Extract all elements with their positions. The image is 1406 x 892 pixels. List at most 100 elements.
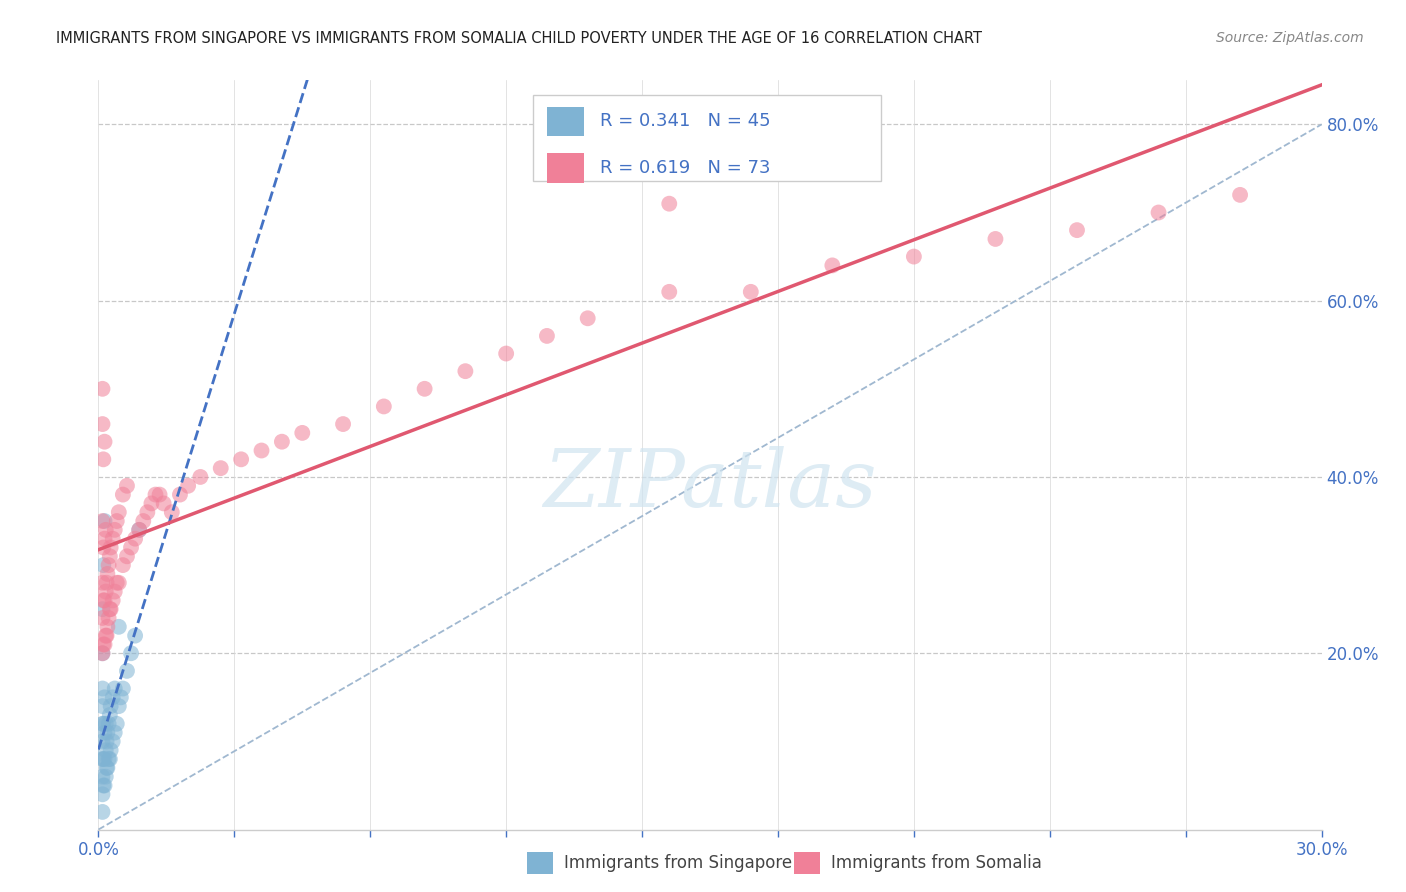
Point bbox=[110, 690, 132, 705]
Point bbox=[104, 725, 127, 739]
Point bbox=[91, 602, 114, 616]
Point bbox=[91, 752, 114, 766]
Text: R = 0.619   N = 73: R = 0.619 N = 73 bbox=[600, 159, 770, 177]
Point bbox=[124, 629, 146, 643]
Point bbox=[454, 364, 477, 378]
Point bbox=[177, 479, 200, 493]
Point bbox=[111, 681, 134, 696]
Point bbox=[91, 417, 114, 431]
Point bbox=[91, 646, 114, 660]
Point bbox=[160, 505, 183, 519]
Point bbox=[91, 593, 114, 607]
Text: IMMIGRANTS FROM SINGAPORE VS IMMIGRANTS FROM SOMALIA CHILD POVERTY UNDER THE AGE: IMMIGRANTS FROM SINGAPORE VS IMMIGRANTS … bbox=[56, 31, 983, 46]
Point bbox=[96, 629, 118, 643]
Point bbox=[270, 434, 294, 449]
Point bbox=[91, 770, 114, 784]
Point bbox=[209, 461, 232, 475]
Point bbox=[128, 523, 150, 537]
Point bbox=[128, 523, 150, 537]
Point bbox=[96, 761, 118, 775]
Point bbox=[91, 452, 114, 467]
Point bbox=[101, 690, 124, 705]
Point bbox=[98, 602, 121, 616]
Point bbox=[821, 259, 844, 273]
Point bbox=[136, 505, 159, 519]
Point bbox=[120, 541, 142, 555]
Point bbox=[93, 752, 115, 766]
Point bbox=[124, 532, 146, 546]
Point bbox=[105, 514, 128, 528]
Point bbox=[91, 716, 114, 731]
Point bbox=[111, 487, 134, 501]
Point bbox=[100, 699, 122, 714]
Point bbox=[96, 566, 118, 581]
Point bbox=[100, 602, 122, 616]
Point bbox=[91, 611, 114, 625]
Text: Immigrants from Somalia: Immigrants from Somalia bbox=[831, 855, 1042, 872]
Point bbox=[91, 575, 114, 590]
Point bbox=[1066, 223, 1088, 237]
Point bbox=[93, 514, 115, 528]
Point bbox=[91, 558, 114, 573]
Point bbox=[104, 523, 127, 537]
Point bbox=[91, 514, 114, 528]
Point bbox=[91, 779, 114, 793]
Point bbox=[93, 434, 115, 449]
Point bbox=[115, 479, 138, 493]
Text: ZIPatlas: ZIPatlas bbox=[543, 446, 877, 524]
Point bbox=[100, 541, 122, 555]
Point bbox=[111, 558, 134, 573]
Point bbox=[91, 541, 114, 555]
Point bbox=[93, 532, 115, 546]
Point bbox=[108, 620, 131, 634]
Point bbox=[984, 232, 1007, 246]
Point bbox=[101, 734, 124, 748]
Point bbox=[332, 417, 354, 431]
Point bbox=[93, 593, 115, 607]
Point bbox=[96, 725, 118, 739]
Point bbox=[576, 311, 599, 326]
Point bbox=[658, 196, 681, 211]
Point bbox=[291, 425, 314, 440]
Point bbox=[93, 637, 115, 651]
Point bbox=[108, 505, 131, 519]
Point bbox=[91, 637, 114, 651]
Point bbox=[98, 549, 121, 564]
Point bbox=[149, 487, 172, 501]
Point bbox=[104, 584, 127, 599]
Point bbox=[97, 716, 120, 731]
Point bbox=[115, 549, 138, 564]
Point bbox=[169, 487, 191, 501]
Point bbox=[94, 584, 117, 599]
Point bbox=[115, 664, 138, 678]
FancyBboxPatch shape bbox=[547, 106, 583, 136]
Point bbox=[1147, 205, 1170, 219]
Point bbox=[94, 629, 117, 643]
Point bbox=[93, 725, 115, 739]
Point bbox=[1229, 187, 1251, 202]
Point bbox=[658, 285, 681, 299]
FancyBboxPatch shape bbox=[533, 95, 882, 181]
Point bbox=[100, 743, 122, 757]
Point bbox=[91, 752, 114, 766]
Point bbox=[141, 496, 163, 510]
Point bbox=[96, 734, 118, 748]
Point bbox=[104, 681, 127, 696]
Point bbox=[93, 779, 115, 793]
Point bbox=[413, 382, 436, 396]
Point bbox=[98, 708, 121, 723]
Point bbox=[101, 593, 124, 607]
Point bbox=[91, 699, 114, 714]
Point bbox=[91, 382, 114, 396]
Point bbox=[188, 470, 212, 484]
Point bbox=[231, 452, 253, 467]
Point bbox=[94, 770, 117, 784]
Point bbox=[536, 329, 558, 343]
Text: Immigrants from Singapore: Immigrants from Singapore bbox=[564, 855, 792, 872]
Point bbox=[97, 611, 120, 625]
Text: R = 0.341   N = 45: R = 0.341 N = 45 bbox=[600, 112, 770, 130]
Point bbox=[495, 346, 517, 360]
Point bbox=[108, 575, 131, 590]
Point bbox=[96, 575, 118, 590]
Point bbox=[96, 761, 118, 775]
